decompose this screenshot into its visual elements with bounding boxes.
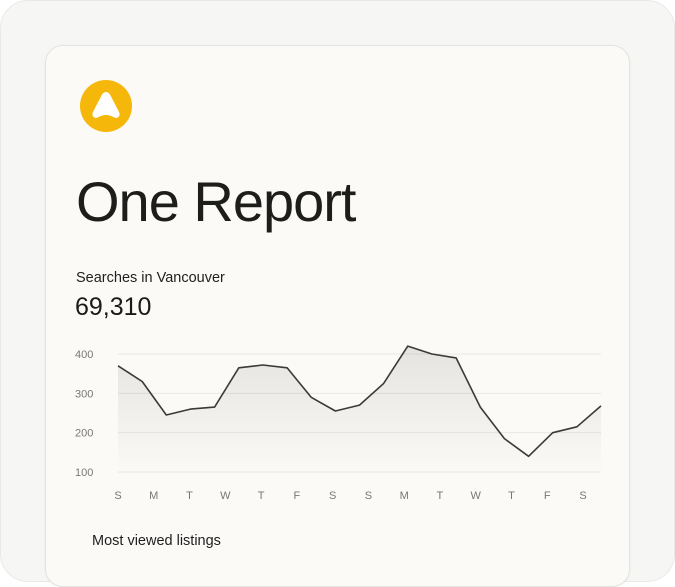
x-tick-label: T [186,490,193,502]
x-tick-label: T [437,490,444,502]
x-tick-label: W [470,490,481,502]
y-tick-label: 200 [75,428,93,440]
series-line [117,345,602,458]
x-tick-label: W [220,490,231,502]
y-tick-label: 300 [75,388,93,400]
x-tick-label: T [258,490,265,502]
y-tick-label: 400 [75,349,93,361]
metric-value: 69,310 [75,293,152,321]
x-tick-label: T [508,490,515,502]
x-tick-label: S [114,490,121,502]
x-tick-label: F [293,490,300,502]
page-title: One Report [76,170,356,233]
x-tick-label: S [579,490,586,502]
x-tick-label: F [544,490,551,502]
y-tick-label: 100 [75,467,93,479]
x-tick-label: S [329,490,336,502]
triangle-logo-icon [80,80,132,132]
metric-label: Searches in Vancouver [76,270,225,286]
x-tick-label: S [365,490,372,502]
x-tick-label: M [400,490,409,502]
x-tick-label: M [149,490,158,502]
most-viewed-listings-heading: Most viewed listings [92,533,221,549]
series-area [118,346,601,476]
report-card: One Report Searches in Vancouver 69,310 … [45,45,630,587]
searches-line-chart: 400 300 200 100 S M T W T F S S M T W T F S [75,345,602,502]
